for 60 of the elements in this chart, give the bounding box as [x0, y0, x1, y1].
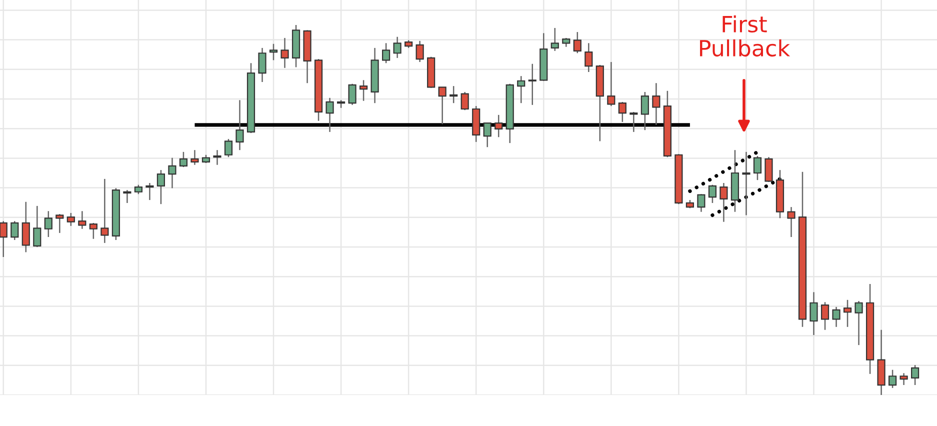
candlestick	[44, 210, 52, 238]
candlestick	[348, 83, 356, 106]
candlestick	[190, 149, 199, 166]
candlestick	[10, 220, 19, 241]
candlestick	[22, 201, 30, 253]
candlestick	[843, 299, 852, 328]
candlestick	[78, 210, 86, 230]
candlestick	[156, 169, 165, 205]
candlestick	[179, 151, 188, 168]
candlestick	[854, 300, 863, 346]
candlestick	[450, 85, 458, 104]
candlestick	[517, 75, 526, 104]
candlestick	[528, 63, 536, 106]
candlestick	[720, 182, 728, 222]
candlestick	[764, 156, 773, 183]
candlestick	[56, 213, 64, 234]
candlestick	[438, 86, 446, 125]
candlestick	[460, 91, 469, 111]
candlestick	[787, 206, 796, 238]
candlestick	[360, 80, 368, 102]
candlestick	[393, 36, 402, 59]
candlestick	[134, 184, 142, 195]
candlestick	[550, 27, 559, 52]
candlestick	[0, 220, 8, 258]
candlestick	[832, 306, 840, 328]
candlestick	[100, 178, 109, 244]
candlestick	[224, 138, 233, 158]
candlestick	[494, 114, 503, 138]
candlestick	[742, 151, 750, 216]
candlestick	[900, 372, 908, 386]
candlestick	[146, 182, 154, 201]
candlestick	[326, 97, 334, 133]
candlestick	[123, 189, 132, 204]
candlestick	[280, 37, 289, 69]
candlestick	[607, 61, 616, 107]
candlestick	[66, 212, 75, 227]
candlestick	[213, 149, 222, 166]
candlestick	[269, 43, 278, 61]
candlestick	[888, 369, 897, 389]
annotation: First Pullback	[700, 15, 790, 57]
candlestick	[382, 42, 390, 64]
candlestick	[652, 82, 660, 126]
candlestick	[753, 155, 762, 181]
candlestick	[258, 47, 266, 83]
candlestick	[416, 40, 424, 63]
candlestick	[911, 364, 920, 386]
candlestick	[618, 101, 626, 123]
candlestick	[33, 205, 42, 248]
candlestick	[89, 222, 98, 240]
candlestick	[236, 99, 244, 151]
candlestick	[573, 31, 582, 54]
candlestick	[630, 111, 638, 133]
candlestick	[483, 122, 492, 148]
candlestick	[640, 91, 649, 131]
candlestick	[697, 193, 706, 212]
candlestick	[810, 292, 818, 336]
candlestick	[820, 302, 830, 331]
candlestick	[584, 42, 593, 73]
candlestick	[168, 157, 176, 189]
candlestick	[708, 184, 716, 204]
